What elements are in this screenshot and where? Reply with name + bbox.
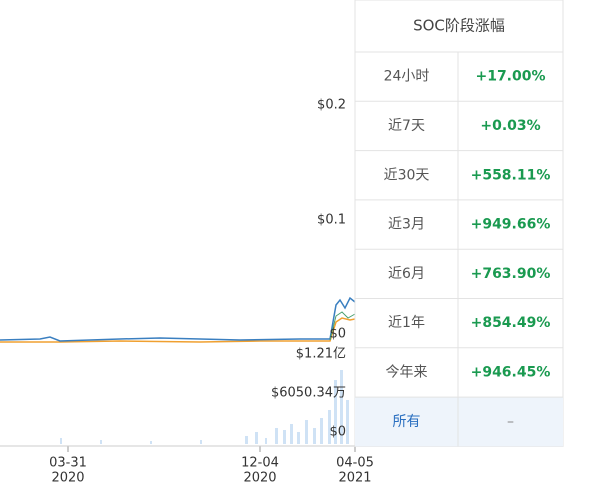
change-value: +763.90% <box>471 266 551 282</box>
row-highlight <box>355 397 563 447</box>
volume-axis-label: $0 <box>329 425 346 440</box>
axis-labels: $0.2$0.1$0$1.21亿$6050.34万$003-31202012-0… <box>0 98 374 486</box>
change-value: +946.45% <box>471 364 551 380</box>
date-day: 12-04 <box>241 456 279 471</box>
change-value: +558.11% <box>471 167 551 183</box>
change-value: +17.00% <box>475 69 545 85</box>
date-year: 2020 <box>243 471 276 486</box>
change-panel: SOC阶段涨幅 24小时 +17.00% 近7天 +0.03% 近30天 +558.11% 近… <box>354 0 564 447</box>
price-line-green <box>329 311 356 341</box>
period-label: 24小时 <box>384 69 430 85</box>
panel-title: SOC阶段涨幅 <box>413 17 505 35</box>
period-label: 近7天 <box>388 118 425 134</box>
period-label[interactable]: 所有 <box>393 414 421 430</box>
volume-axis-label: $1.21亿 <box>296 347 346 362</box>
price-line-blue <box>0 296 356 342</box>
change-value: +949.66% <box>471 217 551 233</box>
price-axis-label: $0.2 <box>317 98 346 113</box>
price-axis-label: $0.1 <box>317 213 346 228</box>
volume-axis-label: $6050.34万 <box>271 386 346 401</box>
date-day: 03-31 <box>49 456 87 471</box>
date-year: 2020 <box>51 471 84 486</box>
change-value: +854.49% <box>471 315 551 331</box>
period-label: 近1年 <box>388 315 425 331</box>
period-label: 今年来 <box>386 364 428 380</box>
volume-bars <box>60 370 349 444</box>
period-label: 近30天 <box>384 167 430 183</box>
panel-bg <box>354 0 564 447</box>
change-value: – <box>507 414 514 430</box>
price-line-orange <box>0 317 356 343</box>
period-label: 近6月 <box>388 266 425 282</box>
change-value: +0.03% <box>480 118 540 134</box>
period-label: 近3月 <box>388 217 425 233</box>
date-day: 04-05 <box>336 456 374 471</box>
date-year: 2021 <box>338 471 371 486</box>
price-axis-label: $0 <box>329 327 346 342</box>
